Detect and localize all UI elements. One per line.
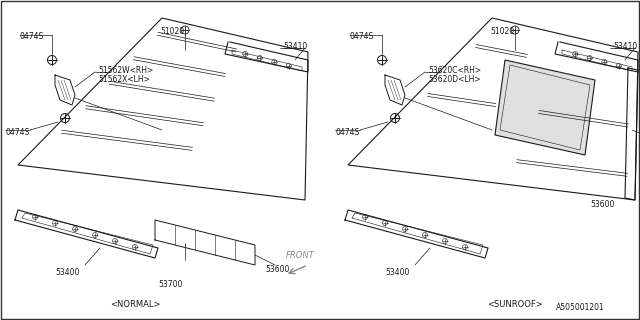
Text: 0474S: 0474S [5,128,29,137]
Text: 53620C<RH>: 53620C<RH> [428,66,481,75]
Text: 53600: 53600 [590,200,614,209]
Text: FRONT: FRONT [285,251,314,260]
Text: A505001201: A505001201 [556,303,604,312]
Text: 53410: 53410 [283,42,307,51]
Text: <NORMAL>: <NORMAL> [109,300,160,309]
Text: 53600: 53600 [265,265,289,274]
Text: 51020: 51020 [490,27,514,36]
Text: 53400: 53400 [55,268,79,277]
Text: 51562X<LH>: 51562X<LH> [98,75,150,84]
Text: 51020: 51020 [160,27,184,36]
Text: 53410: 53410 [613,42,637,51]
Text: <SUNROOF>: <SUNROOF> [487,300,543,309]
Text: 51562W<RH>: 51562W<RH> [98,66,153,75]
Text: 0474S: 0474S [20,32,44,41]
Text: 53400: 53400 [385,268,410,277]
Polygon shape [495,60,595,155]
Text: 0474S: 0474S [335,128,359,137]
Text: 53700: 53700 [158,280,182,289]
Text: 0474S: 0474S [350,32,374,41]
Text: 53620D<LH>: 53620D<LH> [428,75,481,84]
